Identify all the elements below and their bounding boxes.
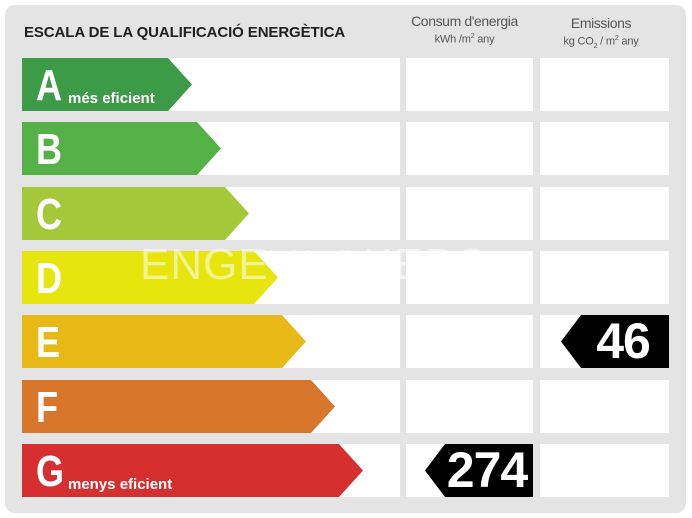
rating-arrow-a — [22, 58, 192, 111]
rating-arrow-b — [22, 122, 221, 175]
emissions-cell — [540, 187, 669, 240]
rating-row-b: B — [0, 122, 692, 175]
emissions-cell — [540, 380, 669, 433]
consumption-cell — [406, 122, 533, 175]
consumption-unit: kWh /m2 any — [434, 33, 495, 46]
rating-row-e: E 46 — [0, 315, 692, 368]
emissions-cell — [540, 122, 669, 175]
rating-arrow-e — [22, 315, 306, 368]
rating-letter: B — [36, 125, 63, 174]
emissions-marker: 46 — [561, 315, 669, 368]
consumption-column-header: Consum d'energia kWh /m2 any — [406, 13, 523, 46]
rating-note: més eficient — [68, 90, 155, 107]
emissions-cell — [540, 58, 669, 111]
consumption-cell — [406, 380, 533, 433]
rating-arrow-g — [22, 444, 363, 497]
rating-letter: A — [36, 61, 63, 110]
emissions-marker-value: 46 — [596, 313, 651, 369]
emissions-cell — [540, 444, 669, 497]
consumption-cell — [406, 187, 533, 240]
emissions-label: Emissions — [570, 15, 632, 31]
rating-letter: G — [36, 447, 65, 496]
rating-letter: E — [36, 318, 61, 367]
rating-arrow-f — [22, 380, 335, 433]
consumption-label: Consum d'energia — [411, 13, 518, 29]
rating-arrow-d — [22, 251, 278, 304]
emissions-cell — [540, 251, 669, 304]
consumption-cell — [406, 58, 533, 111]
rating-letter: F — [36, 383, 59, 432]
consumption-cell — [406, 315, 533, 368]
rating-letter: C — [36, 190, 63, 239]
rating-note: menys eficient — [68, 476, 173, 493]
emissions-column-header: Emissions kg CO2 / m2 any — [540, 15, 662, 50]
rating-row-f: F — [0, 380, 692, 433]
rating-arrow-c — [22, 187, 249, 240]
consumption-marker-value: 274 — [446, 442, 528, 498]
rating-letter: D — [36, 254, 63, 303]
consumption-cell — [406, 251, 533, 304]
rating-row-c: C — [0, 187, 692, 240]
watermark: ENGEhabitacliaKERS — [140, 240, 488, 289]
consumption-marker: 274 — [425, 444, 533, 497]
rating-row-d: D — [0, 251, 692, 304]
emissions-unit: kg CO2 / m2 any — [563, 35, 639, 50]
label-title: ESCALA DE LA QUALIFICACIÓ ENERGÈTICA — [24, 24, 346, 41]
